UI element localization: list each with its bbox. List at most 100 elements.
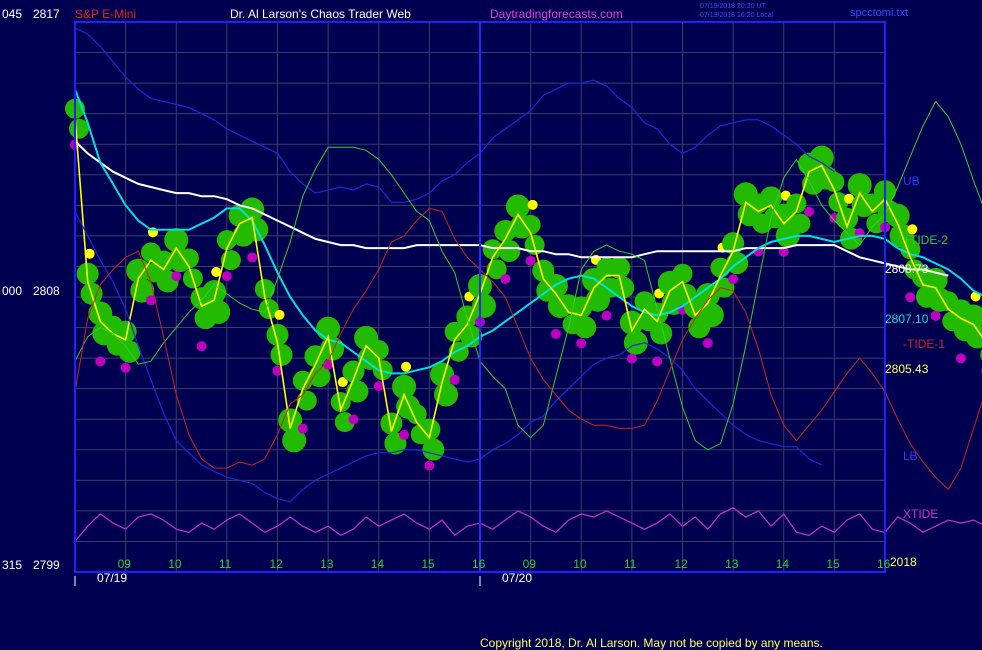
trade-dot-magenta (95, 356, 106, 367)
series--tide-2 (74, 100, 982, 451)
trade-dot-green (520, 214, 541, 235)
trade-dot-magenta (196, 341, 207, 352)
white-line-value: 2808.73 (885, 262, 929, 276)
hour-axis: 09 10 11 12 13 14 15 16 09 10 11 12 13 14 15 16 (118, 557, 891, 571)
hour-tick-label: 11 (624, 557, 637, 571)
hour-tick-label: 11 (219, 557, 232, 571)
trade-dot-yellow (527, 199, 538, 210)
trade-dot-green (164, 228, 189, 253)
trade-dot-magenta (145, 295, 156, 306)
timestamp-local: 07/19/2018 16:20 Local (700, 12, 774, 19)
trade-dot-magenta (576, 338, 587, 349)
trade-dot-magenta (728, 274, 739, 285)
trade-dot-green (790, 213, 811, 234)
date-label-2: 07/20 (502, 571, 532, 585)
hour-tick-label: 12 (270, 557, 284, 571)
trade-dot-green (368, 340, 389, 361)
trade-dot-green (430, 362, 455, 387)
trade-dot-green (574, 316, 597, 339)
trade-dot-green (216, 230, 237, 251)
trade-dot-green (612, 276, 635, 299)
series-upper-band (74, 27, 835, 203)
cyan-line-value: 2807.10 (885, 312, 929, 326)
trade-dot-green (308, 365, 331, 388)
trade-dot-green (847, 173, 872, 198)
lb-label: LB (903, 449, 918, 463)
trade-dot-yellow (337, 377, 348, 388)
trade-dot-green (418, 418, 441, 441)
trade-dot-magenta (550, 328, 561, 339)
hour-tick-label: 10 (573, 557, 587, 571)
trade-dot-green (406, 404, 427, 425)
trade-dot-green (608, 256, 631, 279)
tide1-label: -TIDE-1 (903, 337, 945, 351)
hour-tick-label: 09 (523, 557, 537, 571)
trade-dot-green (372, 360, 393, 381)
series-slow-average (74, 140, 949, 277)
trade-dot-green (623, 330, 648, 355)
trade-dot-green (486, 259, 507, 280)
series-layer (74, 27, 982, 542)
trade-dot-green (760, 186, 783, 209)
trade-dot-green (270, 343, 293, 366)
hour-tick-label: 16 (877, 557, 891, 571)
trade-dot-magenta (399, 429, 410, 440)
trade-dot-green (498, 239, 521, 262)
trade-dot-green (422, 438, 445, 461)
trade-dot-yellow (844, 193, 855, 204)
trade-dot-magenta (955, 353, 966, 364)
trade-dot-magenta (272, 365, 283, 376)
hour-tick-label: 16 (472, 557, 486, 571)
date-label-1: 07/19 (97, 571, 127, 585)
trade-dot-magenta (804, 206, 815, 217)
trade-dot-yellow (211, 267, 222, 278)
trade-dot-green (392, 374, 417, 399)
trade-dot-green (672, 263, 693, 284)
price-top-label: 2817 (33, 7, 60, 21)
price-mid-label: 2808 (33, 284, 60, 298)
trade-dot-green (885, 203, 910, 228)
trade-dot-green (505, 194, 530, 219)
series-price (74, 116, 982, 440)
trade-dot-green (460, 325, 483, 348)
timestamp-ut: 07/19/2018 20:20 UT (700, 3, 766, 10)
trade-dot-green (202, 280, 227, 305)
trade-dot-magenta (247, 252, 258, 263)
left-value-mid: 000 (2, 284, 22, 298)
trade-dot-green (266, 323, 289, 346)
trade-dot-magenta (449, 374, 460, 385)
hour-tick-label: 14 (371, 557, 385, 571)
trade-dot-green (824, 172, 845, 193)
hour-tick-label: 14 (776, 557, 790, 571)
hour-tick-label: 10 (168, 557, 182, 571)
xtide-label: XTIDE (903, 507, 938, 521)
trade-dot-magenta (221, 271, 232, 282)
trade-dot-green (282, 428, 307, 453)
trade-dot-green (786, 193, 807, 214)
price-bottom-label: 2799 (33, 558, 60, 572)
trade-dot-green (278, 408, 303, 433)
series-lower-band (74, 211, 822, 503)
trade-dot-magenta (297, 423, 308, 434)
hour-tick-label: 15 (826, 557, 840, 571)
ub-label: UB (903, 174, 920, 188)
trade-dot-magenta (525, 255, 536, 266)
site-url[interactable]: Daytradingforecasts.com (490, 7, 623, 21)
left-value-top: 045 (2, 7, 22, 21)
trade-dot-green (722, 232, 745, 255)
trade-dot-magenta (500, 273, 511, 284)
hour-tick-label: 13 (320, 557, 334, 571)
symbol-title: S&P E-Mini (75, 7, 136, 21)
site-title: Dr. Al Larson's Chaos Trader Web (230, 7, 411, 21)
left-value-bottom: 315 (2, 558, 22, 572)
trade-dots (65, 98, 982, 471)
trade-dot-green (714, 277, 735, 298)
trade-dot-green (444, 321, 465, 342)
trade-dot-green (532, 259, 555, 282)
trade-dot-magenta (930, 310, 941, 321)
trade-dot-magenta (778, 246, 789, 257)
trade-dot-green (809, 145, 834, 170)
trade-dot-green (482, 239, 503, 260)
copyright: Copyright 2018, Dr. Al Larson. May not b… (480, 636, 823, 650)
trade-dot-magenta (373, 381, 384, 392)
